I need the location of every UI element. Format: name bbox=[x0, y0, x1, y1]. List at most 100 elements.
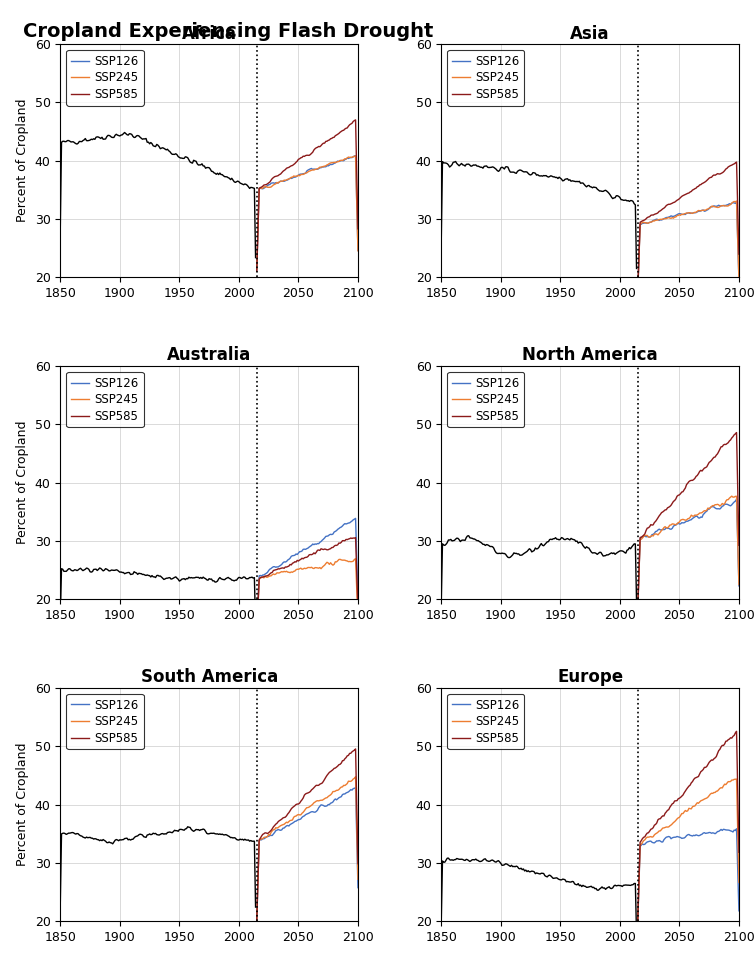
SSP585 bbox=[732, 426, 741, 438]
SSP585 bbox=[354, 603, 363, 614]
SSP585 bbox=[351, 743, 360, 755]
SSP245 bbox=[354, 873, 363, 885]
SSP585 bbox=[710, 170, 719, 181]
SSP585 bbox=[253, 266, 262, 277]
SSP126 bbox=[351, 782, 360, 794]
SSP126 bbox=[338, 520, 347, 532]
SSP245 bbox=[719, 780, 728, 792]
SSP245 bbox=[329, 559, 339, 570]
SSP245 bbox=[734, 272, 743, 284]
SSP585 bbox=[338, 124, 347, 136]
Title: North America: North America bbox=[523, 347, 658, 365]
SSP126 bbox=[636, 533, 645, 545]
Line: SSP585: SSP585 bbox=[638, 731, 739, 921]
SSP126 bbox=[354, 882, 363, 894]
SSP126 bbox=[329, 794, 339, 806]
SSP126 bbox=[732, 196, 741, 208]
SSP126 bbox=[633, 605, 642, 616]
Line: SSP585: SSP585 bbox=[638, 432, 739, 609]
SSP126 bbox=[263, 179, 272, 191]
SSP245 bbox=[710, 499, 719, 511]
SSP245 bbox=[329, 157, 339, 169]
SSP585 bbox=[257, 830, 266, 842]
Y-axis label: Percent of Cropland: Percent of Cropland bbox=[16, 743, 29, 866]
SSP126 bbox=[710, 200, 719, 212]
SSP245 bbox=[719, 200, 728, 212]
SSP245 bbox=[644, 831, 653, 843]
SSP245 bbox=[636, 839, 645, 851]
SSP245 bbox=[638, 837, 647, 849]
SSP126 bbox=[329, 526, 339, 538]
SSP585 bbox=[644, 211, 653, 222]
SSP585 bbox=[734, 248, 743, 260]
SSP245 bbox=[263, 181, 272, 193]
SSP126 bbox=[710, 828, 719, 840]
SSP585 bbox=[354, 222, 363, 234]
SSP126 bbox=[351, 150, 360, 162]
Legend: SSP126, SSP245, SSP585: SSP126, SSP245, SSP585 bbox=[66, 50, 143, 106]
SSP245 bbox=[633, 918, 642, 930]
SSP585 bbox=[636, 217, 645, 228]
SSP126 bbox=[338, 789, 347, 801]
Line: SSP245: SSP245 bbox=[638, 496, 739, 610]
SSP585 bbox=[253, 628, 262, 640]
SSP126 bbox=[732, 494, 741, 506]
SSP245 bbox=[253, 914, 262, 926]
SSP245 bbox=[732, 195, 741, 207]
SSP126 bbox=[257, 182, 266, 194]
SSP245 bbox=[338, 781, 347, 793]
SSP126 bbox=[257, 834, 266, 846]
SSP245 bbox=[644, 218, 653, 229]
SSP585 bbox=[732, 725, 741, 737]
SSP245 bbox=[255, 182, 264, 194]
SSP126 bbox=[255, 835, 264, 847]
SSP585 bbox=[255, 573, 264, 585]
SSP585 bbox=[638, 215, 647, 226]
SSP585 bbox=[301, 150, 310, 162]
SSP585 bbox=[682, 783, 691, 795]
Title: Australia: Australia bbox=[167, 347, 251, 365]
Y-axis label: Percent of Cropland: Percent of Cropland bbox=[16, 420, 29, 545]
SSP245 bbox=[263, 831, 272, 843]
SSP585 bbox=[255, 834, 264, 846]
SSP126 bbox=[638, 531, 647, 543]
SSP585 bbox=[633, 285, 642, 297]
SSP126 bbox=[638, 218, 647, 229]
SSP585 bbox=[734, 539, 743, 551]
SSP585 bbox=[253, 914, 262, 926]
SSP245 bbox=[255, 835, 264, 847]
SSP245 bbox=[263, 571, 272, 583]
SSP585 bbox=[338, 535, 347, 547]
SSP585 bbox=[633, 603, 642, 614]
Legend: SSP126, SSP245, SSP585: SSP126, SSP245, SSP585 bbox=[66, 372, 143, 427]
SSP126 bbox=[734, 580, 743, 592]
SSP245 bbox=[301, 563, 310, 574]
SSP245 bbox=[638, 532, 647, 544]
SSP245 bbox=[636, 219, 645, 230]
SSP585 bbox=[734, 847, 743, 858]
SSP126 bbox=[719, 200, 728, 212]
SSP585 bbox=[263, 828, 272, 840]
SSP126 bbox=[636, 841, 645, 853]
SSP126 bbox=[734, 273, 743, 285]
SSP126 bbox=[633, 286, 642, 298]
SSP245 bbox=[351, 553, 360, 564]
SSP126 bbox=[338, 155, 347, 167]
SSP126 bbox=[644, 836, 653, 848]
SSP126 bbox=[719, 500, 728, 512]
SSP585 bbox=[638, 530, 647, 542]
Line: SSP126: SSP126 bbox=[638, 829, 739, 923]
SSP585 bbox=[354, 858, 363, 869]
SSP585 bbox=[301, 788, 310, 800]
SSP126 bbox=[719, 823, 728, 835]
SSP245 bbox=[354, 245, 363, 257]
SSP126 bbox=[682, 515, 691, 527]
SSP245 bbox=[633, 604, 642, 615]
SSP585 bbox=[633, 915, 642, 927]
Y-axis label: Percent of Cropland: Percent of Cropland bbox=[16, 99, 29, 222]
SSP245 bbox=[301, 803, 310, 814]
SSP585 bbox=[732, 156, 741, 168]
SSP126 bbox=[301, 808, 310, 820]
SSP585 bbox=[636, 836, 645, 848]
SSP585 bbox=[644, 522, 653, 534]
